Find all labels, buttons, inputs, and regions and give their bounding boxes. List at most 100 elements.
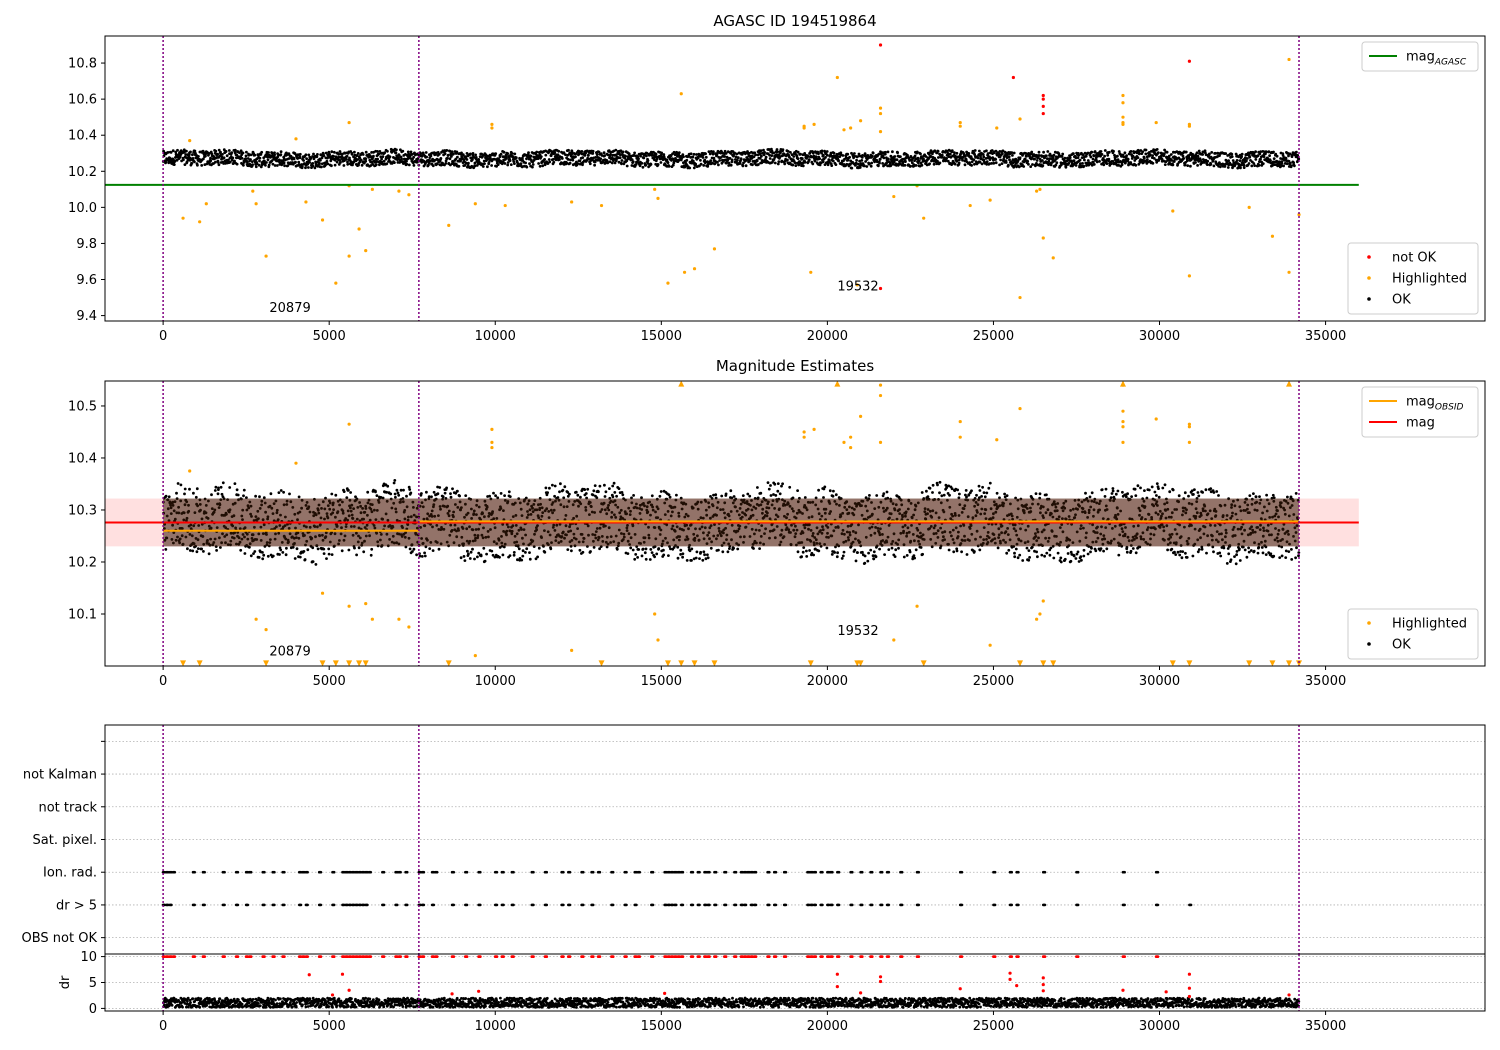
data-point <box>690 559 693 562</box>
data-point <box>227 158 230 162</box>
data-point <box>220 492 224 496</box>
data-point <box>490 164 493 167</box>
data-point <box>936 149 940 153</box>
data-point <box>789 151 792 154</box>
data-point <box>850 166 854 170</box>
data-point <box>1008 158 1011 162</box>
data-point <box>332 155 335 158</box>
data-point <box>292 157 296 161</box>
data-point <box>536 555 539 559</box>
data-point <box>752 155 756 159</box>
data-point <box>889 164 893 168</box>
data-point <box>1151 154 1154 158</box>
data-point <box>304 153 308 157</box>
data-point <box>401 149 405 153</box>
data-point <box>1199 158 1202 162</box>
data-point <box>405 162 409 166</box>
data-point <box>584 492 588 495</box>
data-point <box>1245 157 1249 160</box>
data-point <box>217 163 221 167</box>
data-point <box>614 159 618 163</box>
data-point <box>863 152 867 156</box>
data-point <box>750 154 754 158</box>
data-point <box>1086 159 1090 162</box>
data-point <box>985 160 989 164</box>
data-point <box>598 547 601 551</box>
data-point <box>233 151 237 155</box>
data-point <box>706 553 709 557</box>
data-point <box>219 485 223 489</box>
data-point <box>680 157 683 161</box>
data-point <box>633 557 637 561</box>
data-point <box>1272 157 1276 161</box>
data-point <box>625 159 629 163</box>
data-point <box>252 552 255 555</box>
data-point <box>841 154 845 157</box>
data-point <box>1187 124 1192 128</box>
data-point <box>811 162 815 166</box>
data-point <box>507 490 511 494</box>
data-point <box>756 153 760 157</box>
data-point <box>1064 165 1068 169</box>
data-point <box>659 490 663 493</box>
data-point <box>878 286 883 291</box>
data-point <box>532 158 536 162</box>
data-point <box>1223 165 1227 168</box>
data-point <box>397 156 400 160</box>
data-point <box>528 557 532 561</box>
data-point <box>1047 159 1051 163</box>
data-point <box>423 554 427 558</box>
data-point <box>362 550 366 554</box>
data-point <box>1261 162 1265 166</box>
data-point <box>940 156 944 159</box>
data-point <box>1252 162 1256 165</box>
data-point <box>1007 155 1011 159</box>
data-point <box>253 153 257 157</box>
data-point <box>379 496 383 499</box>
data-point <box>1187 156 1191 160</box>
data-point <box>593 484 597 487</box>
data-point <box>508 495 512 498</box>
data-point <box>803 160 807 164</box>
data-point <box>1078 158 1082 162</box>
data-point <box>531 165 534 169</box>
data-point <box>267 151 270 154</box>
data-point <box>834 163 838 167</box>
data-point <box>402 488 405 492</box>
data-point <box>1144 152 1148 156</box>
data-point <box>412 164 416 167</box>
data-point <box>692 267 697 271</box>
data-point <box>1270 234 1275 238</box>
data-point <box>520 558 524 562</box>
data-point <box>446 156 449 160</box>
data-point <box>637 548 641 551</box>
data-point <box>818 157 821 161</box>
data-point <box>278 553 281 556</box>
data-point <box>1079 162 1082 166</box>
data-point <box>597 150 601 154</box>
data-point <box>247 153 251 157</box>
data-point <box>685 559 689 562</box>
data-point <box>1242 163 1246 167</box>
data-point <box>846 152 850 156</box>
data-point <box>1037 154 1041 157</box>
data-point <box>662 153 666 156</box>
data-point <box>325 557 328 560</box>
data-point <box>586 487 590 491</box>
data-point <box>677 151 681 155</box>
data-point <box>612 481 616 485</box>
data-point <box>889 154 893 158</box>
data-point <box>216 161 220 164</box>
data-point <box>1041 236 1045 240</box>
data-point <box>1051 156 1055 160</box>
data-point <box>315 155 319 159</box>
data-point <box>508 159 512 163</box>
plot-area <box>105 381 1359 666</box>
data-point <box>1102 163 1106 167</box>
data-point <box>645 154 648 158</box>
data-point <box>512 553 516 557</box>
data-point <box>990 149 994 152</box>
data-point <box>999 158 1002 162</box>
data-point <box>1167 154 1171 158</box>
data-point <box>271 162 275 166</box>
